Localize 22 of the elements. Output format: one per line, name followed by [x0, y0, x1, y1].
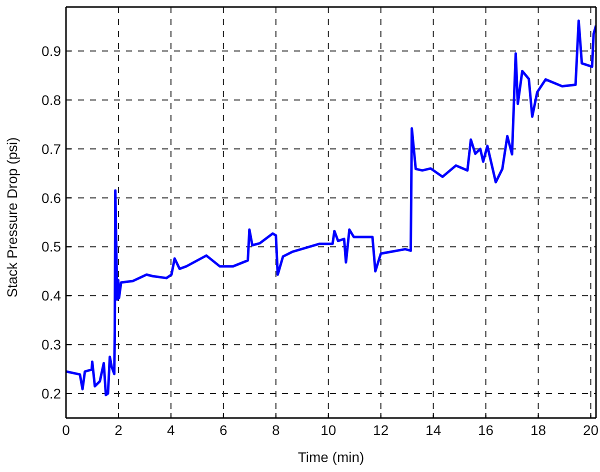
y-tick-label: 0.2: [42, 386, 62, 402]
x-tick-label: 14: [426, 422, 442, 438]
x-tick-label: 8: [272, 422, 280, 438]
y-tick-label: 0.8: [42, 92, 62, 108]
x-tick-label: 12: [373, 422, 389, 438]
y-tick-label: 0.5: [42, 238, 62, 255]
x-tick-label: 10: [320, 422, 336, 438]
y-tick-label: 0.3: [42, 336, 62, 353]
y-tick-label: 0.9: [42, 43, 62, 60]
x-axis-title: Time (min): [298, 449, 364, 465]
x-tick-label: 16: [478, 422, 494, 438]
x-tick-label: 18: [530, 422, 546, 438]
line-series: [66, 19, 596, 396]
y-axis-title: Stack Pressure Drop (psi): [4, 137, 20, 298]
y-tick-label: 0.4: [42, 288, 62, 304]
y-tick-label: 0.6: [42, 190, 62, 206]
y-tick-label: 0.7: [42, 140, 62, 157]
x-tick-label: 0: [62, 422, 70, 438]
x-tick-label: 4: [167, 422, 176, 438]
x-tick-label: 20: [582, 422, 599, 438]
x-tick-label: 6: [220, 422, 228, 438]
x-tick-label: 2: [114, 422, 123, 438]
